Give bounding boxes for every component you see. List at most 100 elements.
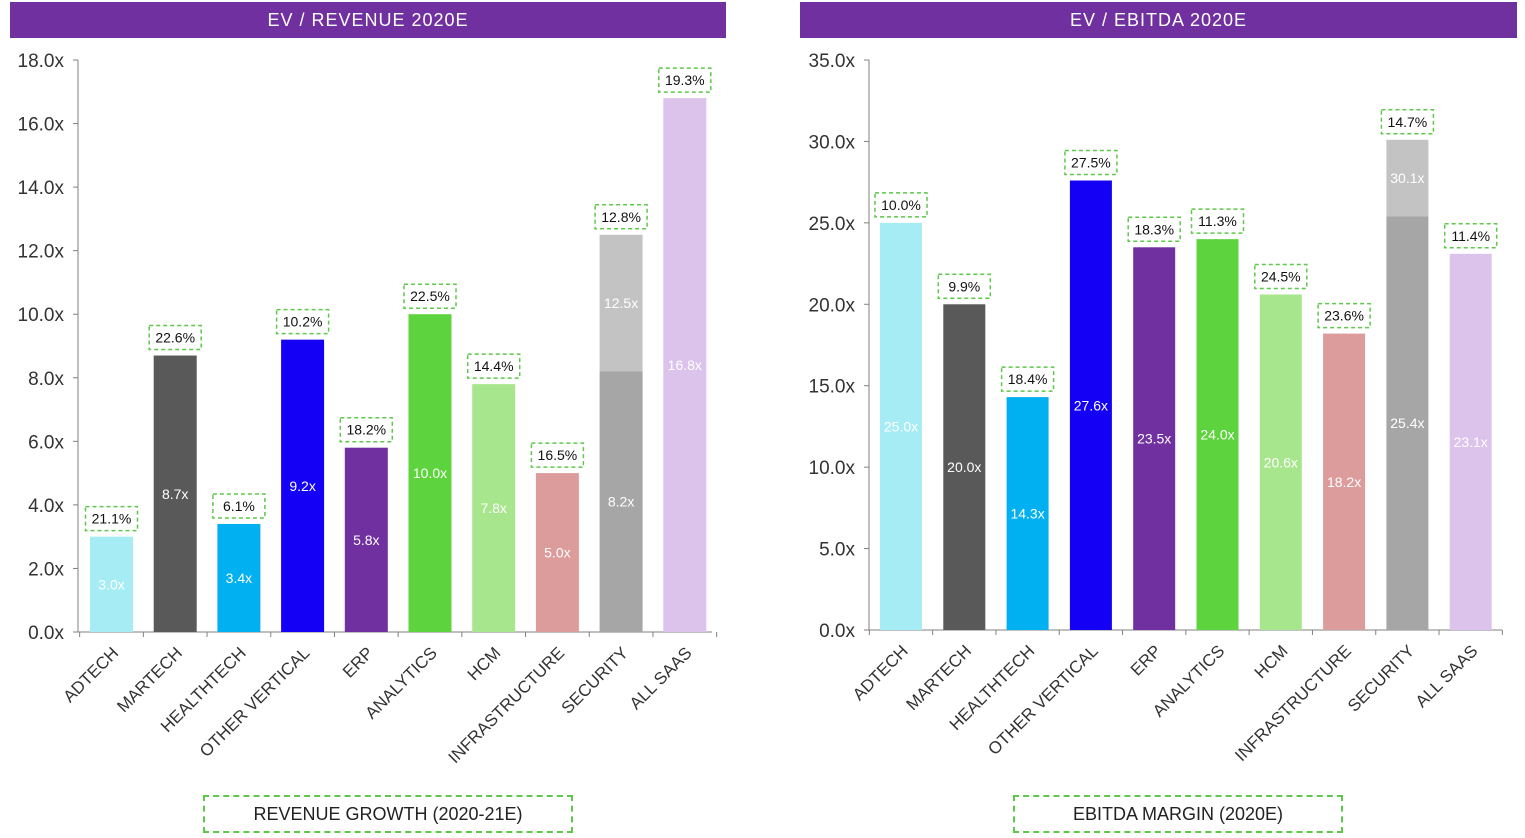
annotation-badge — [530, 442, 585, 468]
bar — [1006, 397, 1049, 630]
annotation-label: 14.7% — [1388, 114, 1428, 130]
y-tick-label: 4.0x — [28, 496, 64, 517]
bar — [1196, 239, 1239, 630]
bar-value-label: 12.5x — [604, 295, 638, 311]
y-tick-label: 16.0x — [18, 115, 65, 136]
y-tick-label: 5.0x — [819, 540, 855, 561]
bar-value-label: 25.4x — [1390, 415, 1424, 431]
bar — [1259, 294, 1302, 630]
revenue-growth-legend: REVENUE GROWTH (2020-21E) — [203, 795, 573, 833]
bar — [408, 314, 452, 632]
y-tick-label: 6.0x — [28, 432, 64, 453]
y-tick-label: 0.0x — [819, 621, 855, 642]
bar — [1133, 247, 1176, 631]
bar — [153, 355, 197, 632]
ev-revenue-chart: 0.0x 2.0x 4.0x 6.0x 8.0x 10.0x 12.0x 14.0x 16.0x… — [18, 51, 718, 767]
annotation-badge — [1127, 216, 1181, 243]
ebitda-margin-legend: EBITDA MARGIN (2020E) — [1013, 795, 1343, 833]
x-tick-label: OTHER VERTICAL — [984, 641, 1101, 758]
bar-value-label: 27.6x — [1074, 397, 1108, 413]
bar-segment-top — [1386, 139, 1429, 217]
chart-title-ev-revenue: EV / REVENUE 2020E — [10, 2, 726, 38]
bar-value-label: 23.1x — [1454, 434, 1488, 450]
y-tick-label: 12.0x — [18, 242, 65, 263]
bar — [90, 536, 133, 632]
annotation-label: 16.5% — [538, 447, 578, 463]
y-tick-label: 8.0x — [28, 369, 64, 390]
x-tick-label: ADTECH — [59, 643, 122, 706]
annotation-badge — [594, 204, 648, 230]
y-tick-label: 10.0x — [809, 458, 856, 479]
bar — [472, 384, 516, 632]
annotation-badge — [874, 192, 928, 218]
x-tick-label: HCM — [464, 643, 505, 684]
y-tick-label: 14.0x — [18, 178, 65, 199]
x-tick-label: ALL SAAS — [626, 643, 696, 713]
annotation-badge — [1064, 149, 1118, 176]
bar — [217, 523, 261, 632]
bar-value-label: 3.0x — [98, 576, 124, 592]
x-tick-label: INFRASTRUCTURE — [1231, 641, 1355, 765]
annotation-badge — [275, 308, 330, 335]
bar-value-label: 8.7x — [162, 486, 188, 502]
y-tick-label: 30.0x — [809, 132, 856, 153]
annotation-badge — [937, 273, 992, 300]
x-tick-label: ADTECH — [849, 641, 912, 704]
bar-value-label: 20.6x — [1264, 454, 1298, 470]
y-tick-label: 0.0x — [28, 623, 64, 644]
bar-value-label: 23.5x — [1137, 431, 1171, 447]
annotation-label: 22.6% — [155, 330, 195, 346]
bar-value-label: 14.3x — [1010, 506, 1044, 522]
annotation-label: 21.1% — [92, 511, 132, 527]
annotation-badge — [212, 493, 266, 519]
x-tick-label: HCM — [1251, 641, 1292, 682]
y-tick-label: 10.0x — [18, 305, 65, 326]
y-tick-label: 35.0x — [809, 51, 856, 72]
annotation-badge — [1000, 366, 1055, 392]
x-tick-label: OTHER VERTICAL — [196, 643, 313, 760]
annotation-label: 11.4% — [1451, 228, 1490, 244]
annotation-label: 18.2% — [346, 422, 386, 438]
annotation-label: 18.3% — [1134, 221, 1174, 237]
bar-value-label: 3.4x — [226, 570, 252, 586]
bar-value-label: 24.0x — [1200, 427, 1234, 443]
annotation-label: 12.8% — [601, 209, 641, 225]
bar-value-label: 10.0x — [413, 465, 447, 481]
x-tick-label: SECURITY — [1344, 641, 1418, 715]
bar — [1069, 180, 1112, 630]
annotation-label: 24.5% — [1261, 269, 1301, 285]
annotation-label: 6.1% — [223, 498, 255, 514]
annotation-badge — [84, 505, 139, 532]
annotation-label: 19.3% — [665, 72, 705, 88]
bar — [344, 447, 388, 632]
bar — [535, 473, 579, 632]
bar-value-label: 18.2x — [1327, 474, 1361, 490]
bar — [1323, 333, 1366, 630]
bar — [663, 98, 707, 633]
bar — [281, 339, 325, 632]
chart-title-ev-ebitda: EV / EBITDA 2020E — [800, 2, 1517, 38]
annotation-label: 10.2% — [283, 314, 323, 330]
x-tick-label: INFRASTRUCTURE — [445, 643, 569, 767]
bar-value-label: 30.1x — [1390, 170, 1424, 186]
bar-value-label: 9.2x — [289, 478, 315, 494]
bar — [1386, 216, 1429, 631]
annotation-badge — [1254, 263, 1308, 290]
bar-value-label: 20.0x — [947, 459, 981, 475]
x-tick-label: ERP — [1127, 641, 1165, 679]
annotation-label: 10.0% — [881, 197, 921, 213]
y-tick-label: 2.0x — [28, 559, 64, 580]
y-tick-label: 25.0x — [809, 214, 856, 235]
bar-value-label: 25.0x — [884, 418, 918, 434]
y-tick-label: 20.0x — [809, 295, 856, 316]
annotation-label: 23.6% — [1324, 308, 1364, 324]
bar-value-label: 7.8x — [480, 500, 506, 516]
annotation-badge — [148, 324, 202, 351]
y-tick-label: 15.0x — [809, 377, 856, 398]
bar-value-label: 8.2x — [608, 494, 634, 510]
x-tick-label: ERP — [339, 643, 377, 681]
bar-value-label: 5.0x — [544, 545, 570, 561]
bar — [943, 304, 986, 630]
annotation-badge — [1190, 208, 1245, 234]
annotation-badge — [1380, 109, 1435, 135]
